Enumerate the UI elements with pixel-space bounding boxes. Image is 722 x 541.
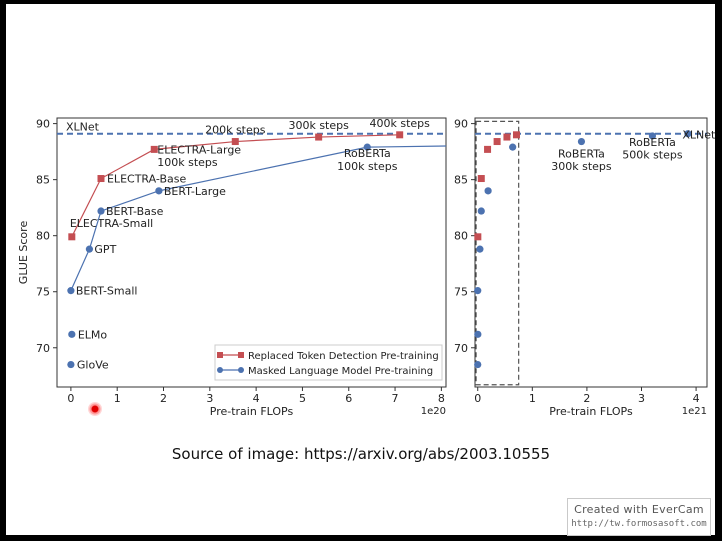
rtd-point xyxy=(503,133,511,141)
point-label: GloVe xyxy=(77,359,109,372)
watermark-url: http://tw.formosasoft.com xyxy=(571,519,707,529)
x-tick-label: 1 xyxy=(114,392,121,405)
rtd-series-line xyxy=(71,134,400,238)
legend-box xyxy=(214,344,443,381)
rtd-point xyxy=(493,138,501,146)
slide xyxy=(6,4,715,535)
x-tick-label: 4 xyxy=(253,392,260,405)
point-label: GPT xyxy=(94,243,116,256)
mlm-point xyxy=(97,207,105,215)
rtd-point xyxy=(231,138,239,146)
mlm-point xyxy=(684,130,692,138)
rtd-point xyxy=(474,233,482,241)
point-label: ELMo xyxy=(78,328,108,341)
point-label: RoBERTa 500k steps xyxy=(622,136,683,162)
point-label: ELECTRA-Base xyxy=(107,173,187,186)
legend-entry-label: Replaced Token Detection Pre-training xyxy=(248,351,439,362)
x-scale-label: 1e21 xyxy=(682,406,707,417)
y-tick-label: 70 xyxy=(36,342,50,355)
rtd-point xyxy=(477,175,485,183)
mlm-point xyxy=(155,187,163,195)
x-tick-label: 0 xyxy=(67,392,74,405)
y-tick-label: 85 xyxy=(36,174,50,187)
mlm-point xyxy=(476,245,484,253)
mlm-point xyxy=(484,187,492,195)
point-label: RoBERTa 100k steps xyxy=(337,147,398,173)
y-tick-label: 90 xyxy=(454,118,468,131)
point-label: ELECTRA-Small xyxy=(70,217,153,230)
rtd-point xyxy=(484,145,492,153)
mlm-point xyxy=(363,143,371,151)
y-tick-label: 90 xyxy=(36,118,50,131)
point-label: BERT-Large xyxy=(164,185,226,198)
mlm-point xyxy=(68,330,76,338)
point-label: 400k steps xyxy=(369,117,430,130)
rtd-point xyxy=(512,131,520,139)
x-tick-label: 3 xyxy=(638,392,645,405)
x-tick-label: 2 xyxy=(583,392,590,405)
rtd-point xyxy=(68,233,76,241)
x-tick-label: 5 xyxy=(299,392,306,405)
mlm-point xyxy=(648,132,657,140)
image-source-caption: Source of image: https://arxiv.org/abs/2… xyxy=(171,445,551,463)
mlm-point xyxy=(577,137,586,146)
mlm-point xyxy=(477,207,485,215)
point-label: XLNet xyxy=(682,129,716,142)
plot-frame-1 xyxy=(56,117,447,388)
cursor-click-indicator xyxy=(88,402,102,416)
x-scale-label: 1e20 xyxy=(421,406,446,417)
y-tick-label: 85 xyxy=(454,174,468,187)
legend-swatch-marker xyxy=(217,352,223,358)
x-tick-label: 0 xyxy=(474,392,481,405)
x-tick-label: 8 xyxy=(438,392,445,405)
legend-swatch-marker xyxy=(238,367,244,373)
legend-swatch-marker xyxy=(217,367,223,373)
mlm-point xyxy=(474,287,482,295)
rtd-point xyxy=(315,133,323,141)
mlm-point xyxy=(474,330,482,338)
y-axis-label: GLUE Score xyxy=(17,221,30,285)
point-label: 200k steps xyxy=(205,124,266,137)
legend-swatch-marker xyxy=(238,352,244,358)
y-tick-label: 70 xyxy=(454,342,468,355)
point-label: 300k steps xyxy=(288,119,349,132)
x-tick-label: 1 xyxy=(529,392,536,405)
rtd-point xyxy=(150,145,158,153)
point-label: RoBERTa 300k steps xyxy=(551,148,612,174)
mlm-series-line xyxy=(70,145,447,291)
zoom-region-box xyxy=(475,120,520,386)
x-tick-label: 6 xyxy=(345,392,352,405)
x-tick-label: 3 xyxy=(206,392,213,405)
mlm-point xyxy=(67,360,75,369)
evercam-watermark: Created with EverCam http://tw.formosaso… xyxy=(567,498,711,536)
mlm-point xyxy=(509,143,517,151)
watermark-title: Created with EverCam xyxy=(574,503,704,516)
mlm-point xyxy=(67,287,75,295)
point-label: BERT-Base xyxy=(106,205,164,218)
x-axis-label: Pre-train FLOPs xyxy=(549,405,633,418)
y-tick-label: 80 xyxy=(454,230,468,243)
y-tick-label: 75 xyxy=(454,286,468,299)
point-label: BERT-Small xyxy=(76,285,138,298)
rtd-point xyxy=(396,131,404,139)
plot-frame-2 xyxy=(474,117,708,388)
y-tick-label: 75 xyxy=(36,286,50,299)
point-label: ELECTRA-Large 100k steps xyxy=(157,143,241,169)
xlnet-line-label: XLNet xyxy=(66,121,100,134)
x-tick-label: 2 xyxy=(160,392,167,405)
mlm-point xyxy=(85,245,94,253)
x-tick-label: 4 xyxy=(693,392,700,405)
x-axis-label: Pre-train FLOPs xyxy=(210,405,294,418)
x-tick-label: 7 xyxy=(392,392,399,405)
mlm-point xyxy=(474,360,482,369)
y-tick-label: 80 xyxy=(36,230,50,243)
legend-entry-label: Masked Language Model Pre-training xyxy=(248,366,433,377)
rtd-point xyxy=(97,175,105,183)
